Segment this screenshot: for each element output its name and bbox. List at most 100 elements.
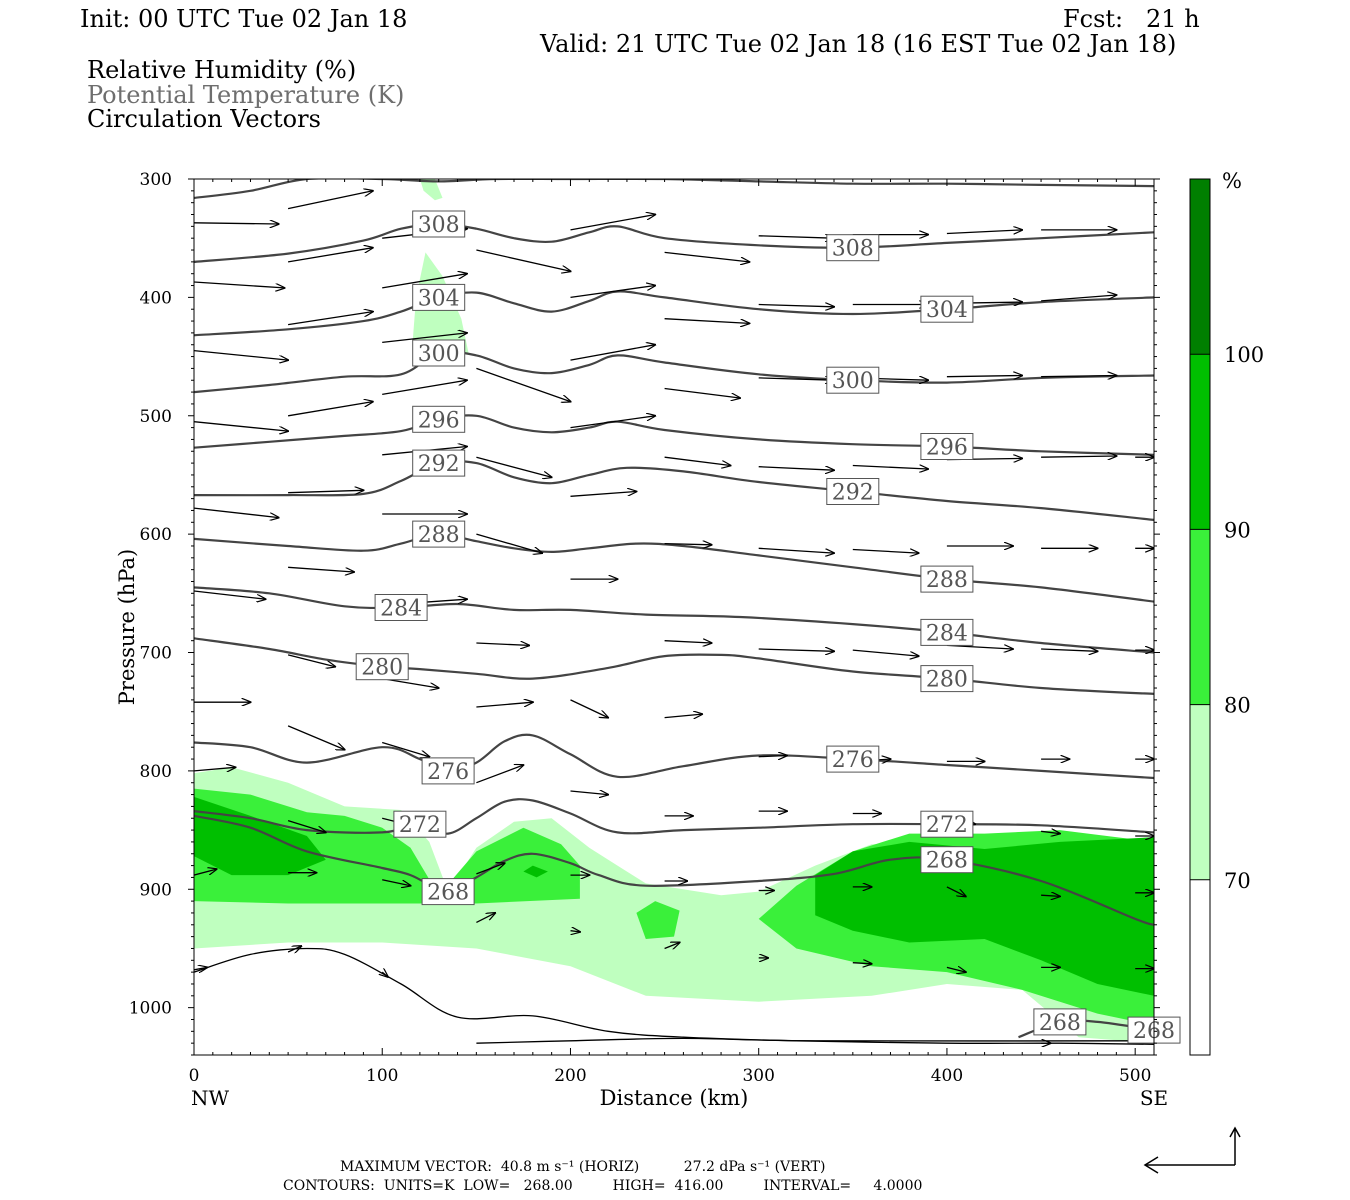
axes: 300 400 500 600 700 800 900 1000 0 100 200 300 400 50… <box>115 170 1168 1110</box>
circulation-vector <box>382 741 429 757</box>
theta-label-box <box>826 478 880 505</box>
circulation-vector <box>194 421 288 431</box>
colorbar-segment <box>1190 354 1210 530</box>
y-tick-label: 500 <box>140 407 172 427</box>
theta-label-box <box>920 618 974 646</box>
theta-label: 268 <box>1039 1011 1081 1036</box>
theta-label: 268 <box>926 849 968 874</box>
circulation-vector <box>382 972 388 977</box>
circulation-vector <box>570 286 656 299</box>
circulation-vector <box>476 765 523 784</box>
theta-label-box <box>826 745 880 773</box>
circulation-vector <box>476 533 542 553</box>
theta-label: 308 <box>418 213 460 238</box>
circulation-vector <box>287 725 345 750</box>
theta-label: 272 <box>926 813 968 838</box>
theta-label: 276 <box>832 748 874 773</box>
x-end-label-left: NW <box>191 1086 230 1110</box>
theta-label: 296 <box>926 436 968 461</box>
circulation-vector <box>570 931 580 932</box>
circulation-vector <box>382 380 467 396</box>
colorbar: 70 80 90 100% <box>1189 169 1264 1056</box>
theta-contour-300 <box>194 350 1154 394</box>
rh-region-70-0 <box>194 767 1154 1044</box>
colorbar-frame <box>1189 178 1211 1056</box>
max-vector-note: MAXIMUM VECTOR: 40.8 m s⁻¹ (HORIZ) 27.2 … <box>340 1159 826 1175</box>
x-tick-label: 0 <box>189 1066 200 1086</box>
theta-label-box <box>920 295 974 323</box>
reference-vector-icon <box>1143 1126 1241 1174</box>
circulation-vector <box>382 333 467 344</box>
x-tick-label: 200 <box>554 1066 586 1086</box>
circulation-vector <box>194 767 235 771</box>
theta-label: 288 <box>926 568 968 593</box>
circulation-vector <box>946 230 1022 234</box>
theta-label-box <box>374 594 428 621</box>
legend-vectors: Circulation Vectors <box>87 105 321 133</box>
colorbar-segment <box>1190 529 1210 705</box>
theta-label: 300 <box>418 342 460 367</box>
theta-label: 308 <box>832 237 874 262</box>
theta-label: 288 <box>418 523 460 548</box>
theta-label-box <box>412 405 466 433</box>
y-tick-label: 900 <box>140 880 172 900</box>
y-tick-label: 1000 <box>129 999 172 1019</box>
circulation-vector <box>1041 376 1116 377</box>
colorbar-label: 80 <box>1224 694 1251 718</box>
rh-region-90-4 <box>194 796 326 876</box>
circulation-vector <box>287 191 373 210</box>
theta-label: 300 <box>832 369 874 394</box>
circulation-vector <box>287 946 301 952</box>
rh-region-80-1 <box>194 788 580 904</box>
colorbar-unit: % <box>1222 169 1242 193</box>
circulation-vector <box>946 967 966 972</box>
legend-theta: Potential Temperature (K) <box>87 81 405 109</box>
theta-label: 268 <box>427 881 469 906</box>
theta-contour-284 <box>194 586 1154 654</box>
circulation-vector <box>288 312 373 326</box>
circulation-vector <box>664 387 740 399</box>
x-tick-label: 400 <box>931 1066 963 1086</box>
x-end-label-right: SE <box>1140 1086 1168 1110</box>
circulation-vector <box>664 641 712 643</box>
circulation-vector <box>852 649 919 656</box>
surface-lines-layer <box>194 947 1154 1045</box>
theta-label-box <box>920 565 974 593</box>
colorbar-label: 90 <box>1224 518 1251 542</box>
y-tick-label: 600 <box>140 525 172 545</box>
circulation-vector <box>1041 456 1116 457</box>
circulation-vector <box>476 249 570 271</box>
circulation-vector <box>664 456 731 465</box>
theta-label: 272 <box>399 813 441 838</box>
theta-label-box <box>920 846 974 874</box>
circulation-vector <box>287 402 373 417</box>
colorbar-segment <box>1190 179 1210 355</box>
circulation-vector <box>194 590 266 599</box>
rh-region-90-5 <box>815 837 1154 996</box>
x-tick-label: 500 <box>1119 1066 1151 1086</box>
theta-label-box <box>412 283 466 311</box>
theta-labels-layer: 308 308 304 304 300 300 296 296 292 292 288 288 284 2… <box>355 210 1181 1044</box>
theta-label: 292 <box>832 481 874 506</box>
circulation-vector <box>946 886 966 897</box>
theta-contour-312 <box>194 179 1154 199</box>
circulation-vector <box>476 643 529 645</box>
circulation-vector <box>570 699 609 718</box>
y-tick-label: 400 <box>140 288 172 308</box>
circulation-vector <box>1041 831 1060 833</box>
x-axis-label: Distance (km) <box>600 1086 749 1110</box>
circulation-vector <box>758 547 834 553</box>
y-axis-label: Pressure (hPa) <box>115 549 139 705</box>
circulation-vector <box>476 913 495 923</box>
circulation-vector <box>758 236 834 238</box>
circulation-vector <box>476 863 504 875</box>
surface-line-1 <box>476 1037 1154 1044</box>
theta-label: 304 <box>926 298 968 323</box>
x-tick-label: 300 <box>742 1066 774 1086</box>
theta-contour-280 <box>194 637 1154 695</box>
x-tick-label: 100 <box>366 1066 398 1086</box>
circulation-vector <box>570 492 637 497</box>
init-time: Init: 00 UTC Tue 02 Jan 18 <box>80 5 408 33</box>
circulation-vector <box>758 649 834 651</box>
circulation-vector <box>288 490 363 492</box>
